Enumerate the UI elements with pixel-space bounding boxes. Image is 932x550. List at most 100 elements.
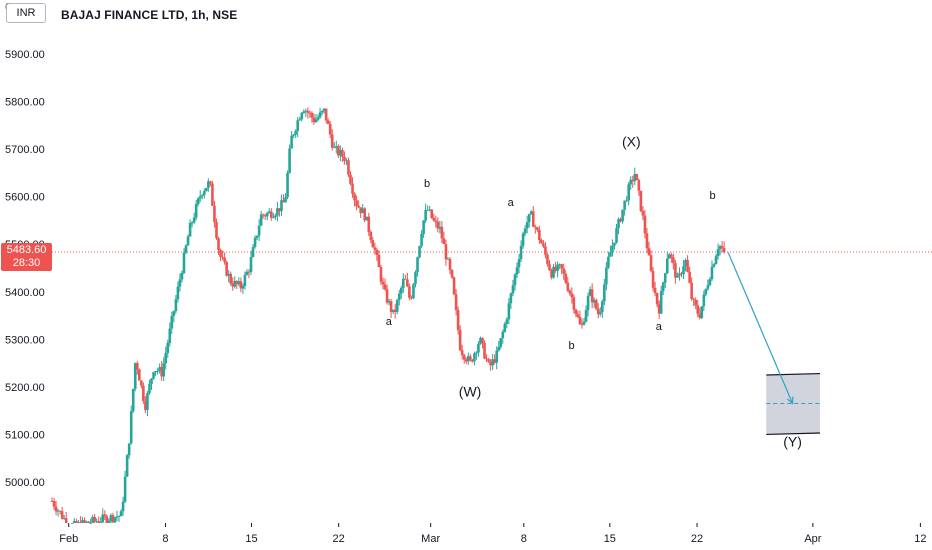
candle-down [83,520,86,523]
candle-up [491,359,494,366]
candle-up [613,242,616,246]
wave-label: (X) [622,134,641,150]
candle-up [117,516,121,517]
candle-up [292,134,295,136]
candle-down [578,316,582,325]
target-zone[interactable] [766,372,821,436]
candle-up [592,299,596,303]
candle-down [542,243,545,247]
candle-up [152,372,155,379]
y-tick-label: 5300.00 [5,334,45,346]
candle-up [125,455,129,477]
candle-up [148,384,151,394]
candle-up [716,249,720,257]
candle-up [501,331,505,339]
candle-down [434,220,438,222]
candle-up [556,264,559,271]
candle-up [272,217,275,218]
candle-down [720,246,724,248]
candle-up [521,233,525,246]
candle-up [659,291,663,314]
candle-down [432,218,436,221]
candle-down [328,123,332,135]
candle-up [426,209,429,211]
candle-down [462,355,466,360]
candle-up [158,367,161,371]
candle-down [229,273,232,284]
candle-down [381,281,385,285]
projection-arrow[interactable] [727,252,794,405]
candle-up [198,196,202,199]
candle-up [414,272,417,285]
candle-down [436,221,440,229]
candle-up [499,338,503,347]
candle-down [643,215,647,234]
candle-up [334,146,338,148]
candle-up [466,356,470,362]
candle-up [661,282,665,292]
candle-down [282,200,285,203]
candle-down [105,516,109,523]
candle-up [113,517,117,523]
candle-down [485,358,488,360]
candle-up [663,273,667,283]
candle-up [615,228,618,243]
currency-button[interactable]: INR [6,3,46,23]
candle-down [261,214,265,216]
candle-down [483,342,486,359]
candle-up [302,111,306,114]
candle-down [670,254,673,258]
candle-down [263,215,267,217]
candle-down [363,208,367,221]
candle-up [77,522,80,524]
candle-down [142,385,145,402]
candle-up [107,521,111,523]
candle-up [154,371,157,373]
candle-up [170,315,174,329]
candle-up [395,300,399,312]
candle-up [131,388,135,412]
wave-label: a [656,321,663,333]
candle-down [223,257,226,262]
candle-up [503,323,507,332]
candle-down [54,506,58,512]
candle-up [318,112,322,118]
candle-up [133,363,137,389]
candle-up [712,264,716,267]
candle-down [619,219,622,222]
candle-up [129,411,133,444]
candle-up [607,256,610,268]
candle-down [471,359,474,362]
candle-up [517,259,521,268]
candle-down [635,173,639,181]
candle-down [576,314,580,317]
candle-up [401,278,405,288]
candle-down [590,289,594,303]
candle-down [371,240,375,248]
candle-down [87,521,90,523]
candle-up [265,213,269,217]
candle-up [233,281,237,287]
candle-up [511,285,515,294]
candle-down [347,160,350,175]
candle-down [369,231,373,241]
candle-up [296,120,300,131]
candle-up [527,214,531,223]
candle-down [562,268,566,274]
candlestick-series [50,107,726,524]
candle-down [225,261,228,276]
x-tick-label: Feb [59,533,78,545]
candle-up [605,267,608,285]
candle-up [205,187,208,192]
candle-up [621,209,624,222]
target-box-bottom [766,432,821,436]
candle-up [227,273,230,276]
candle-down [580,324,584,325]
wave-label: b [709,190,715,202]
candle-up [332,147,336,149]
chart-title: BAJAJ FINANCE LTD, 1h, NSE [61,8,238,22]
projection-arrowhead [786,396,794,405]
candle-down [655,293,659,305]
candle-down [458,330,462,351]
